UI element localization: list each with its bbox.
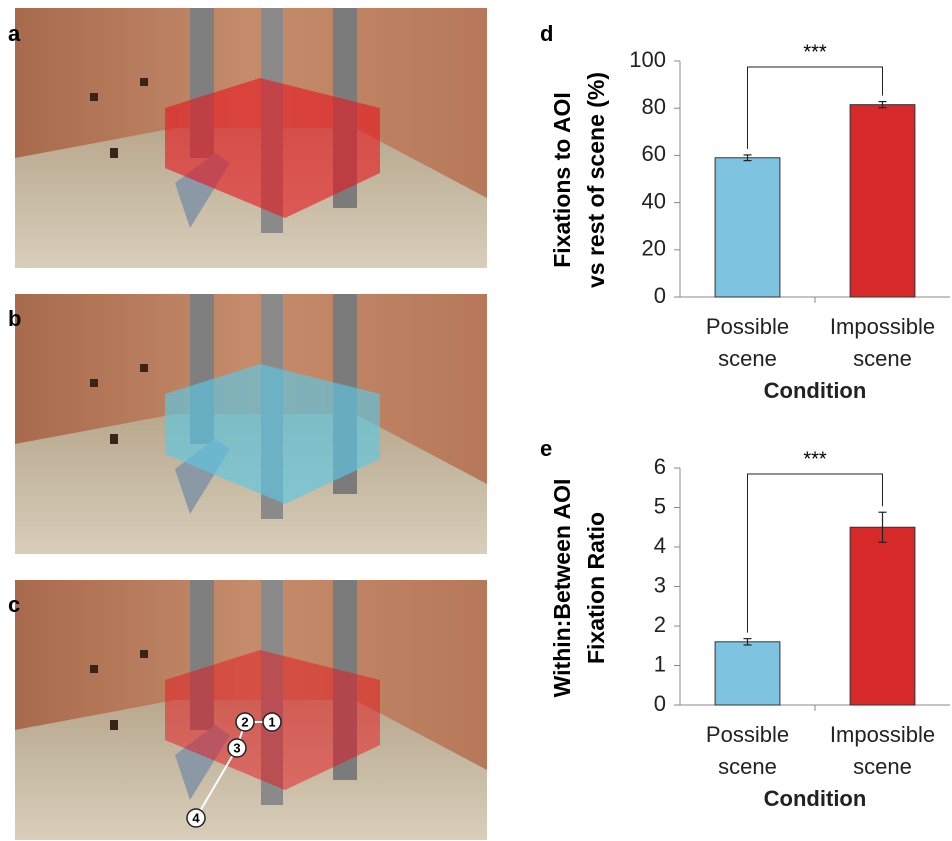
panel-label: d	[540, 21, 553, 46]
canvas: abc1234dFixations to AOIvs rest of scene…	[0, 0, 952, 841]
scanpath-label: 4	[192, 810, 200, 825]
x-tick-label: Possible scene	[688, 311, 808, 375]
y-tick-label: 80	[642, 94, 666, 119]
y-tick-label: 40	[642, 188, 666, 213]
y-tick-label: 0	[654, 691, 666, 716]
panel-label: e	[540, 436, 552, 461]
x-tick-label: Impossible scene	[823, 719, 943, 783]
scanpath-label: 1	[268, 714, 275, 729]
bar	[850, 527, 915, 705]
y-tick-label: 60	[642, 141, 666, 166]
y-axis-label: vs rest of scene (%)	[583, 72, 609, 288]
y-tick-label: 1	[654, 651, 666, 676]
significance-label: ***	[803, 41, 827, 63]
x-axis-label: Condition	[715, 375, 915, 407]
bar	[715, 642, 780, 705]
y-tick-label: 4	[654, 533, 666, 558]
panel-label: c	[8, 592, 20, 617]
panel-label: a	[8, 21, 21, 46]
y-tick-label: 20	[642, 236, 666, 261]
scene-a	[15, 8, 487, 268]
y-tick-label: 5	[654, 493, 666, 518]
significance-label: ***	[803, 448, 827, 470]
y-tick-label: 3	[654, 572, 666, 597]
y-axis-label: Fixation Ratio	[583, 512, 609, 664]
bar	[850, 105, 915, 297]
scanpath-label: 3	[233, 740, 240, 755]
scanpath-label: 2	[241, 714, 248, 729]
y-tick-label: 0	[654, 283, 666, 308]
bar	[715, 158, 780, 297]
y-tick-label: 100	[629, 47, 666, 72]
y-tick-label: 2	[654, 612, 666, 637]
x-axis-label: Condition	[715, 783, 915, 815]
y-axis-label: Fixations to AOI	[549, 92, 575, 268]
figure: abc1234dFixations to AOIvs rest of scene…	[0, 0, 952, 841]
y-tick-label: 6	[654, 454, 666, 479]
scene-b	[15, 294, 487, 554]
y-axis-label: Within:Between AOI	[549, 479, 575, 698]
scene-c	[15, 580, 487, 840]
x-tick-label: Impossible scene	[823, 311, 943, 375]
x-tick-label: Possible scene	[688, 719, 808, 783]
panel-label: b	[8, 306, 21, 331]
